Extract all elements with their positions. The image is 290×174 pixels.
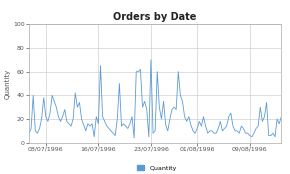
Title: Orders by Date: Orders by Date [113,12,197,22]
Legend: Quantity: Quantity [137,165,177,171]
Y-axis label: Quantity: Quantity [4,68,10,99]
